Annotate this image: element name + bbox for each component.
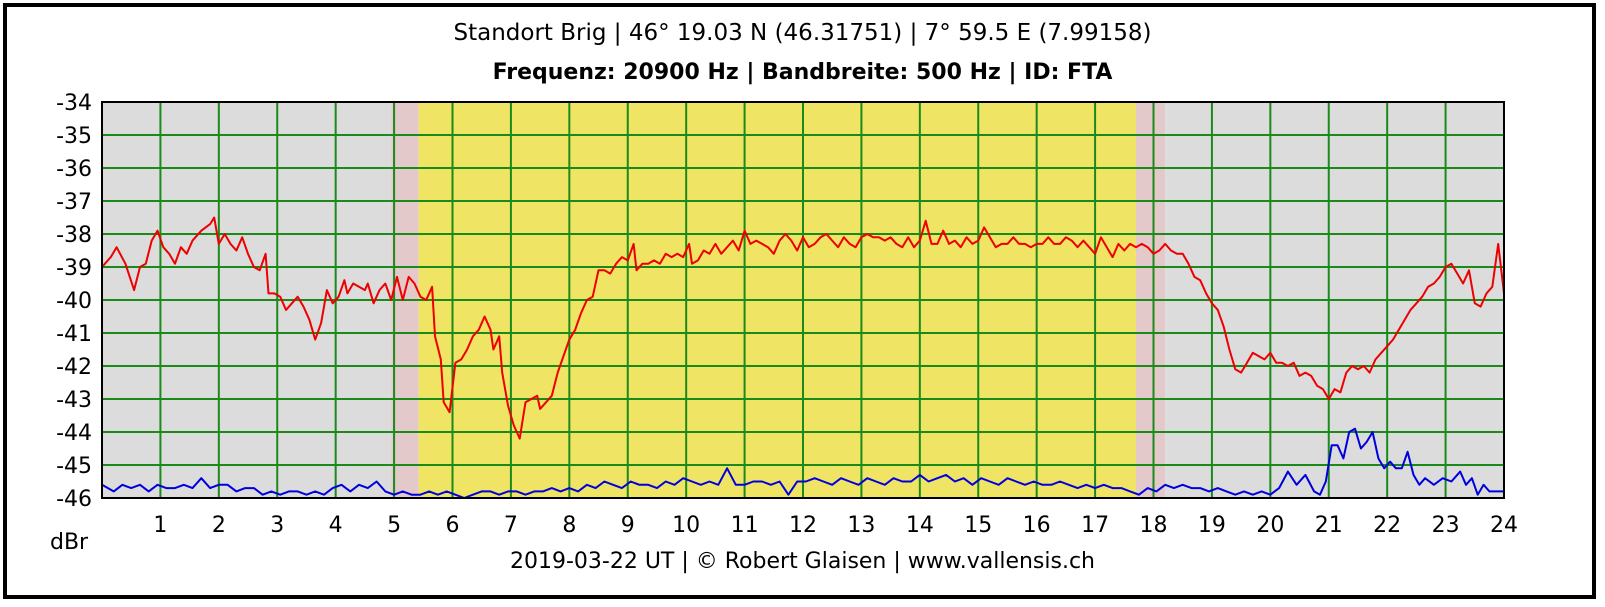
y-tick-label: -38 [56, 223, 92, 248]
y-tick-label: -46 [56, 487, 92, 512]
y-tick-label: -42 [56, 355, 92, 380]
chart-title: Standort Brig | 46° 19.03 N (46.31751) |… [453, 20, 1152, 46]
x-tick-label: 24 [1490, 513, 1518, 538]
x-tick-label: 8 [562, 513, 576, 538]
x-tick-label: 7 [504, 513, 518, 538]
y-tick-label: -35 [56, 124, 92, 149]
y-tick-label: -40 [56, 289, 92, 314]
x-tick-label: 20 [1256, 513, 1284, 538]
series-layer [101, 216, 1505, 499]
x-tick-label: 2 [212, 513, 226, 538]
x-tick-label: 10 [672, 513, 700, 538]
x-tick-label: 1 [153, 513, 167, 538]
x-tick-label: 4 [329, 513, 343, 538]
x-tick-label: 22 [1373, 513, 1401, 538]
x-tick-label: 18 [1140, 513, 1168, 538]
x-tick-label: 15 [964, 513, 992, 538]
series-line-2 [101, 427, 1504, 499]
plot-border [101, 101, 1505, 499]
x-tick-label: 12 [789, 513, 817, 538]
grid-lines [102, 102, 1504, 498]
x-tick-label: 3 [270, 513, 284, 538]
x-axis-ticks: 1 2 3 4 5 6 7 8 9 10 11 12 13 14 15 16 17 18 19 20 21 22 23 24 [153, 513, 1518, 538]
y-tick-label: -36 [56, 157, 92, 182]
y-axis-unit-label: dBr [50, 530, 89, 555]
x-tick-label: 14 [906, 513, 934, 538]
x-tick-label: 16 [1023, 513, 1051, 538]
y-tick-label: -34 [56, 91, 92, 116]
y-tick-label: -41 [56, 322, 92, 347]
chart-subtitle: Frequenz: 20900 Hz | Bandbreite: 500 Hz … [492, 60, 1113, 85]
y-tick-label: -44 [56, 421, 92, 446]
y-tick-label: -43 [56, 388, 92, 413]
x-tick-label: 23 [1432, 513, 1460, 538]
x-tick-label: 17 [1081, 513, 1109, 538]
y-axis-ticks: -34 -35 -36 -37 -38 -39 -40 -41 -42 -43 -44 -45 -46 [56, 91, 92, 512]
x-tick-label: 5 [387, 513, 401, 538]
series-line-1 [101, 216, 1505, 440]
x-tick-label: 6 [446, 513, 460, 538]
x-tick-label: 21 [1315, 513, 1343, 538]
y-tick-label: -37 [56, 190, 92, 215]
y-tick-label: -39 [56, 256, 92, 281]
chart-footer: 2019-03-22 UT | © Robert Glaisen | www.v… [509, 549, 1096, 574]
x-tick-label: 13 [847, 513, 875, 538]
x-tick-label: 19 [1198, 513, 1226, 538]
y-tick-label: -45 [56, 454, 92, 479]
x-tick-label: 11 [731, 513, 759, 538]
x-tick-label: 9 [621, 513, 635, 538]
